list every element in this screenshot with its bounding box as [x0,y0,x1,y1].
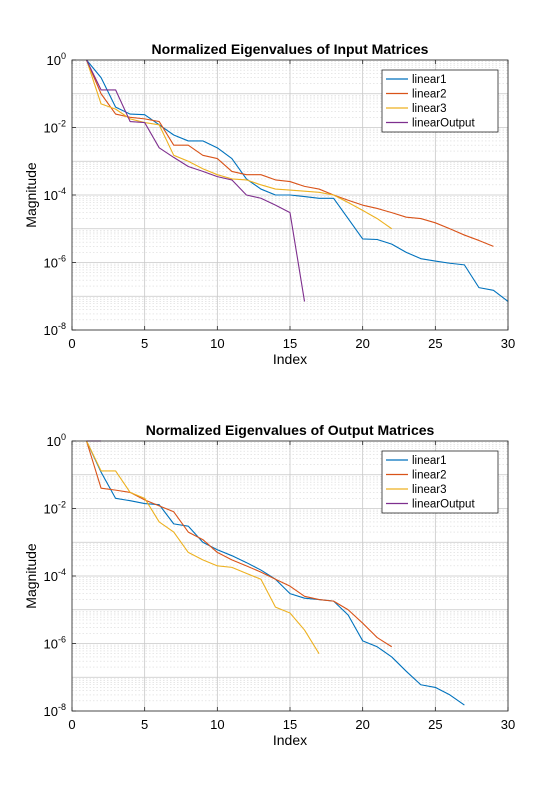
legend: linear1 linear2 linear3 linearOutput [381,450,499,514]
series-line-linearOutput [86,59,306,302]
chart-1: 0 5 10 15 20 25 30 100 10-2 10-4 10-6 10-8 Normalize… [23,41,515,367]
x-tick-label: 15 [283,717,297,732]
x-tick-label: 15 [283,336,297,351]
y-tick-label: 10-2 [44,119,66,136]
y-tick-label: 10-8 [44,321,66,338]
x-tick-label: 30 [501,717,515,732]
legend-entry: linear2 [412,89,447,101]
x-tick-label: 20 [355,336,369,351]
legend-entry: linear3 [412,103,447,115]
grid [71,59,509,331]
series-line-linear2 [86,59,494,247]
y-axis-label: Magnitude [23,543,39,609]
series-line-linear3 [86,59,393,230]
chart-title: Normalized Eigenvalues of Input Matrices [152,41,429,57]
legend-box [381,450,499,514]
series-line-linear1 [86,59,509,302]
y-tick-label: 10-8 [44,702,66,719]
x-tick-label: 0 [68,336,75,351]
y-tick-label: 10-6 [44,635,66,652]
y-tick-label: 10-4 [44,567,66,584]
y-tick-label: 10-6 [44,254,66,271]
legend-entry: linearOutput [412,499,475,511]
legend-entry: linear3 [412,484,447,496]
legend: linear1 linear2 linear3 linearOutput [381,69,499,133]
chart-2: 0 5 10 15 20 25 30 100 10-2 10-4 10-6 10-8 Normalize… [23,422,515,748]
x-tick-label: 20 [355,717,369,732]
chart-title: Normalized Eigenvalues of Output Matrice… [146,422,435,438]
x-tick-label: 10 [210,717,224,732]
legend-box [381,69,499,133]
series-line-linear2 [86,440,393,648]
x-tick-label: 30 [501,336,515,351]
x-tick-label: 25 [428,336,442,351]
x-tick-label: 0 [68,717,75,732]
legend-entry: linear1 [412,74,447,86]
y-tick-label: 100 [47,432,66,449]
legend-entry: linearOutput [412,118,475,130]
y-axis-label: Magnitude [23,162,39,228]
x-tick-label: 25 [428,717,442,732]
x-tick-label: 10 [210,336,224,351]
y-tick-label: 10-4 [44,186,66,203]
x-tick-label: 5 [141,717,148,732]
x-axis-label: Index [273,351,307,367]
y-tick-label: 10-2 [44,500,66,517]
legend-entry: linear1 [412,455,447,467]
x-axis-label: Index [273,732,307,748]
series-line-linear3 [86,440,320,654]
y-tick-label: 100 [47,51,66,68]
x-tick-label: 5 [141,336,148,351]
legend-entry: linear2 [412,470,447,482]
